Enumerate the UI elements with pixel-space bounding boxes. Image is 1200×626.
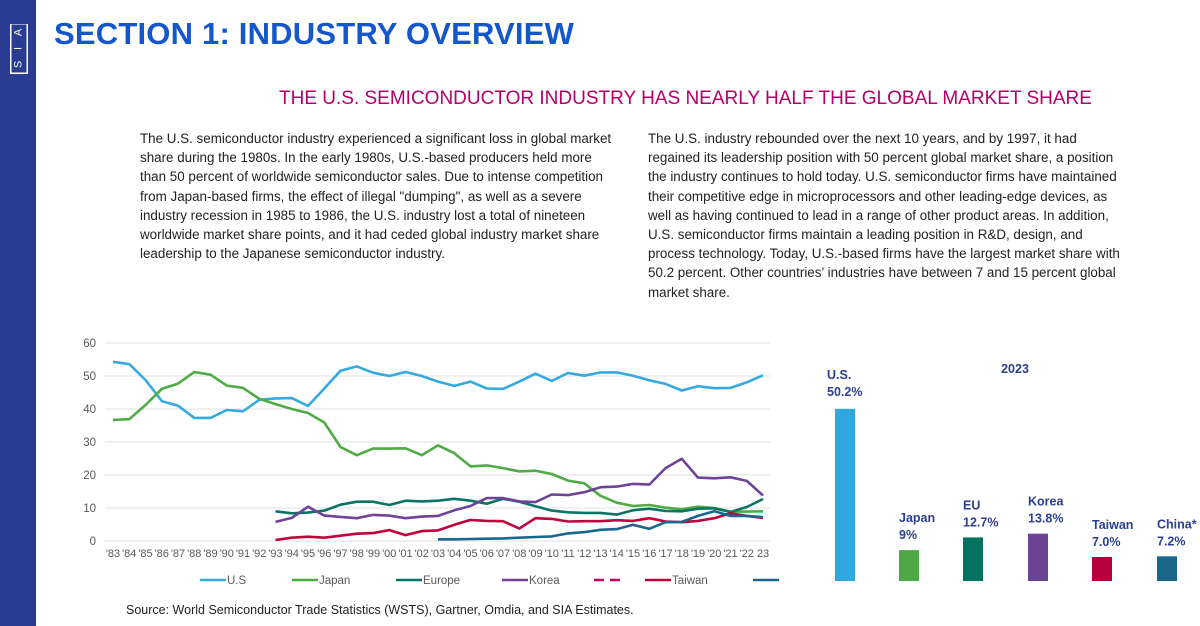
x-tick-label: '90	[220, 548, 234, 560]
x-tick-label: '10	[545, 548, 559, 560]
x-tick-label: '13	[593, 548, 607, 560]
x-tick-label: '95	[301, 548, 315, 560]
bar-value-label: 13.8%	[1028, 512, 1063, 526]
x-tick-label: '87	[171, 548, 185, 560]
x-tick-label: '19	[691, 548, 705, 560]
legend-label: Europe	[423, 575, 460, 587]
logo-letter: I	[11, 40, 27, 57]
paragraph-right: The U.S. industry rebounded over the nex…	[648, 131, 1120, 300]
x-tick-label: '91	[236, 548, 250, 560]
logo-letter: S	[11, 56, 27, 73]
page-title: SECTION 1: INDUSTRY OVERVIEW	[54, 16, 575, 51]
bar-china	[1157, 556, 1177, 581]
x-tick-label: '06	[480, 548, 494, 560]
bar-category-label: EU	[963, 498, 980, 512]
sidebar: A I S	[0, 0, 36, 626]
bar-category-label: Japan	[899, 511, 935, 525]
series-line-korea	[275, 457, 764, 524]
series-line-japan	[112, 370, 764, 513]
x-tick-label: '99	[366, 548, 380, 560]
bar-value-label: 9%	[899, 528, 917, 542]
x-tick-label: '00	[382, 548, 396, 560]
bar-value-label: 12.7%	[963, 515, 998, 529]
bar-value-label: 50.2%	[827, 385, 862, 399]
x-tick-label: '22	[740, 548, 754, 560]
y-tick-label: 60	[83, 338, 96, 350]
x-tick-label: '02	[415, 548, 429, 560]
x-tick-label: '92	[252, 548, 266, 560]
legend-label: Japan	[319, 575, 350, 587]
x-tick-label: '04	[447, 548, 461, 560]
x-tick-label: '08	[512, 548, 526, 560]
legend-label: Taiwan	[672, 575, 708, 587]
y-tick-label: 50	[83, 371, 96, 383]
y-tick-label: 30	[83, 437, 96, 449]
x-tick-label: '17	[658, 548, 672, 560]
x-tick-label: '88	[187, 548, 201, 560]
x-tick-label: '03	[431, 548, 445, 560]
y-tick-label: 40	[83, 404, 96, 416]
bar-category-label: U.S.	[827, 368, 851, 382]
x-tick-label: '93	[268, 548, 282, 560]
x-tick-label: '21	[723, 548, 737, 560]
x-tick-label: '15	[626, 548, 640, 560]
x-tick-label: '05	[463, 548, 477, 560]
bar-chart-title: 2023	[1001, 362, 1029, 376]
bar-category-label: China*	[1157, 517, 1197, 531]
x-tick-label: '85	[138, 548, 152, 560]
bar-us	[835, 408, 855, 581]
x-tick-label: '86	[155, 548, 169, 560]
market-share-2023-bar-chart: 2023 U.S. 50.2% Japan 9% EU 12.7% Korea 13.8% Tai…	[827, 362, 1197, 581]
paragraph-left: The U.S. semiconductor industry experien…	[140, 131, 612, 262]
x-tick-label: '14	[610, 548, 624, 560]
series-line-china	[438, 510, 764, 541]
logo-letter: A	[11, 24, 27, 41]
bar-taiwan	[1092, 556, 1112, 581]
x-tick-label: '09	[528, 548, 542, 560]
bar-value-label: 7.0%	[1092, 535, 1121, 549]
x-tick-label: '89	[203, 548, 217, 560]
x-tick-label: '01	[398, 548, 412, 560]
bar-category-label: Taiwan	[1092, 518, 1133, 532]
series-line-us	[112, 360, 764, 420]
legend-label: U.S	[227, 575, 247, 587]
x-tick-label: '98	[350, 548, 364, 560]
x-tick-label: '96	[317, 548, 331, 560]
x-tick-label: '11	[561, 548, 575, 560]
bar-category-label: Korea	[1028, 495, 1064, 509]
x-tick-label: '94	[285, 548, 299, 560]
source-note: Source: World Semiconductor Trade Statis…	[126, 603, 634, 617]
x-tick-label: '84	[122, 548, 136, 560]
y-tick-label: 0	[90, 536, 96, 548]
x-tick-label: '16	[642, 548, 656, 560]
bar-japan	[899, 550, 919, 581]
x-tick-label: '07	[496, 548, 510, 560]
sia-logo: A I S	[10, 24, 28, 74]
x-tick-label: '20	[707, 548, 721, 560]
bar-korea	[1028, 533, 1048, 581]
x-tick-label: '83	[106, 548, 120, 560]
market-share-line-chart: 0 10 20 30 40 50 60 '83'84'85'86'87'88'89'90'91…	[83, 338, 779, 587]
bar-eu	[963, 537, 983, 581]
bar-value-label: 7.2%	[1157, 534, 1186, 548]
y-tick-label: 10	[83, 503, 96, 515]
page-subtitle: THE U.S. SEMICONDUCTOR INDUSTRY HAS NEAR…	[279, 88, 1092, 109]
y-tick-label: 20	[83, 470, 96, 482]
legend-label: Korea	[529, 575, 560, 587]
x-tick-label: 23	[757, 548, 769, 560]
x-tick-label: '12	[577, 548, 591, 560]
x-tick-label: '97	[333, 548, 347, 560]
x-tick-label: '18	[675, 548, 689, 560]
